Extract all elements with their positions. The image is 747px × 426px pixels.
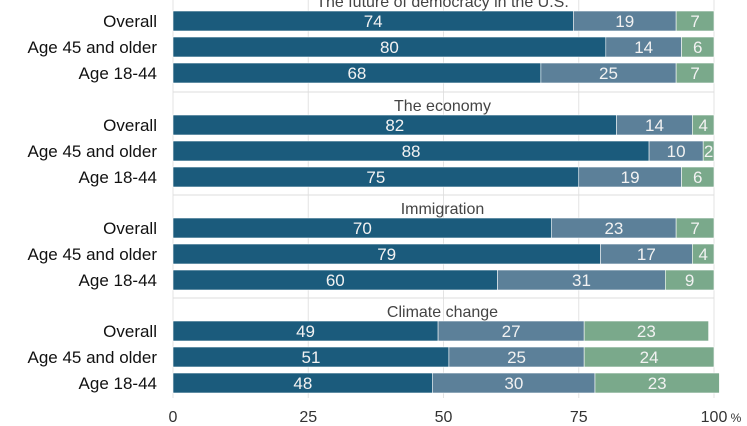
bar-row: Age 18-44 75 19 6 bbox=[79, 166, 715, 188]
data-label: 74 bbox=[364, 12, 383, 31]
group-title: The future of democracy in the U.S. bbox=[316, 0, 569, 11]
bar-segment bbox=[675, 217, 715, 239]
bar-row: Overall 70 23 7 bbox=[103, 217, 715, 239]
data-label: 79 bbox=[377, 245, 396, 264]
data-label: 82 bbox=[385, 116, 404, 135]
row-label: Age 45 and older bbox=[28, 348, 158, 367]
bar-row: Age 18-44 68 25 7 bbox=[79, 62, 715, 84]
data-label: 23 bbox=[648, 374, 667, 393]
bar-row: Age 45 and older 79 17 4 bbox=[28, 243, 715, 265]
row-label: Age 45 and older bbox=[28, 142, 158, 161]
bar-segment bbox=[583, 346, 715, 368]
x-axis: 0 25 50 75 100% bbox=[169, 409, 742, 426]
bar-row: Age 45 and older 51 25 24 bbox=[28, 346, 715, 368]
data-label: 25 bbox=[507, 348, 526, 367]
data-label: 10 bbox=[667, 142, 686, 161]
data-label: 9 bbox=[685, 271, 694, 290]
bar-segment bbox=[681, 166, 715, 188]
row-label: Age 45 and older bbox=[28, 38, 158, 57]
data-label: 17 bbox=[637, 245, 656, 264]
data-label: 6 bbox=[693, 168, 702, 187]
x-unit-label: % bbox=[731, 411, 742, 425]
x-tick-label: 50 bbox=[435, 409, 453, 426]
data-label: 60 bbox=[326, 271, 345, 290]
data-label: 31 bbox=[572, 271, 591, 290]
x-tick-label: 25 bbox=[299, 409, 317, 426]
bar-row: Overall 74 19 7 bbox=[103, 10, 715, 32]
bar-segment bbox=[675, 62, 715, 84]
data-label: 75 bbox=[366, 168, 385, 187]
bar-segment bbox=[702, 140, 715, 162]
bar-row: Age 45 and older 80 14 6 bbox=[28, 36, 715, 58]
data-label: 70 bbox=[353, 219, 372, 238]
data-label: 2 bbox=[704, 142, 713, 161]
bar-segment bbox=[675, 10, 715, 32]
data-label: 80 bbox=[380, 38, 399, 57]
group-title: The economy bbox=[394, 98, 491, 115]
group: Immigration Overall 70 23 7 Age 45 and older 7… bbox=[28, 194, 715, 291]
x-tick-label: 0 bbox=[169, 409, 178, 426]
data-label: 14 bbox=[645, 116, 664, 135]
bar-segment bbox=[692, 114, 715, 136]
data-label: 23 bbox=[604, 219, 623, 238]
data-label: 30 bbox=[504, 374, 523, 393]
row-label: Age 18-44 bbox=[79, 168, 157, 187]
group: The future of democracy in the U.S.Overa… bbox=[28, 0, 715, 84]
data-label: 48 bbox=[293, 374, 312, 393]
data-label: 7 bbox=[690, 12, 699, 31]
row-label: Overall bbox=[103, 116, 157, 135]
group-title: Immigration bbox=[401, 201, 485, 218]
row-label: Age 18-44 bbox=[79, 64, 157, 83]
row-label: Overall bbox=[103, 219, 157, 238]
data-label: 4 bbox=[698, 245, 707, 264]
bar-segment bbox=[594, 372, 720, 394]
bar-row: Age 18-44 48 30 23 bbox=[79, 372, 720, 394]
bar-row: Age 45 and older 88 10 2 bbox=[28, 140, 715, 162]
group-title: Climate change bbox=[387, 304, 498, 321]
data-label: 7 bbox=[690, 219, 699, 238]
bar-segment bbox=[692, 243, 715, 265]
x-tick-label: 75 bbox=[570, 409, 588, 426]
x-tick-label: 100 bbox=[701, 409, 728, 426]
bar-segment bbox=[583, 320, 709, 342]
data-label: 4 bbox=[698, 116, 707, 135]
data-label: 19 bbox=[615, 12, 634, 31]
row-label: Age 18-44 bbox=[79, 271, 157, 290]
row-label: Age 18-44 bbox=[79, 374, 157, 393]
group: The economy Overall 82 14 4 Age 45 and older 8… bbox=[28, 91, 715, 188]
data-label: 6 bbox=[693, 38, 702, 57]
data-label: 25 bbox=[599, 64, 618, 83]
bar-segment bbox=[665, 269, 715, 291]
data-label: 88 bbox=[402, 142, 421, 161]
row-label: Overall bbox=[103, 12, 157, 31]
bar-row: Overall 82 14 4 bbox=[103, 114, 715, 136]
data-label: 49 bbox=[296, 322, 315, 341]
group: Climate change Overall 49 27 23 Age 45 and ol… bbox=[28, 297, 720, 394]
data-label: 27 bbox=[502, 322, 521, 341]
data-label: 14 bbox=[634, 38, 653, 57]
bar-row: Age 18-44 60 31 9 bbox=[79, 269, 715, 291]
row-label: Overall bbox=[103, 322, 157, 341]
data-label: 24 bbox=[640, 348, 659, 367]
data-label: 23 bbox=[637, 322, 656, 341]
data-label: 51 bbox=[301, 348, 320, 367]
bar-groups: The future of democracy in the U.S.Overa… bbox=[28, 0, 720, 394]
bar-row: Overall 49 27 23 bbox=[103, 320, 709, 342]
row-label: Age 45 and older bbox=[28, 245, 158, 264]
data-label: 19 bbox=[621, 168, 640, 187]
data-label: 7 bbox=[690, 64, 699, 83]
bar-segment bbox=[681, 36, 715, 58]
data-label: 68 bbox=[347, 64, 366, 83]
